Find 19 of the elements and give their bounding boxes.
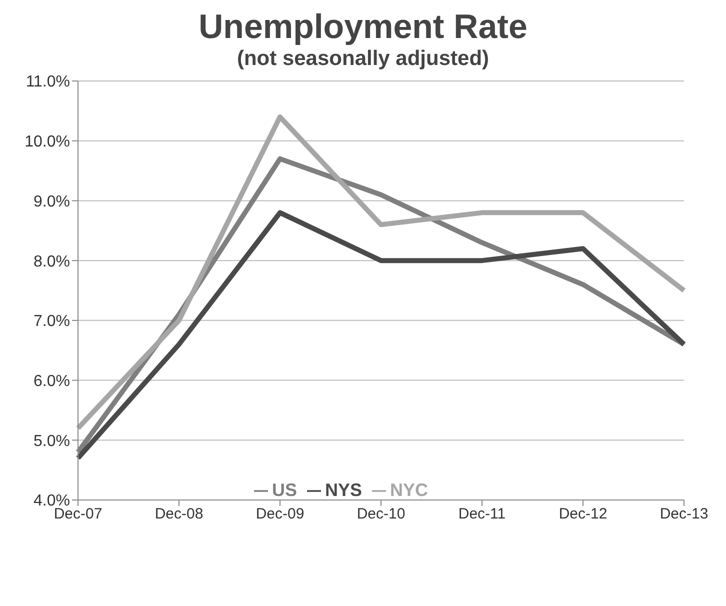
y-tick-label: 10.0% (24, 134, 70, 151)
y-tick-label: 5.0% (34, 432, 70, 450)
legend-label: NYC (390, 480, 428, 500)
chart-subtitle: (not seasonally adjusted) (236, 47, 490, 71)
legend-label: US (272, 480, 297, 500)
x-tick-label: Dec-08 (154, 506, 204, 523)
y-tick-label: 9.0% (34, 193, 70, 210)
x-tick-label: Dec-13 (660, 506, 708, 523)
x-tick-label: Dec-09 (256, 506, 304, 523)
legend-label: NYS (324, 480, 362, 500)
y-tick-label: 6.0% (34, 372, 70, 390)
x-tick-label: Dec-07 (54, 506, 102, 523)
y-tick-label: 8.0% (34, 253, 70, 270)
chart-title: Unemployment Rate (198, 8, 528, 47)
y-tick-label: 7.0% (34, 313, 70, 330)
x-tick-label: Dec-10 (356, 506, 406, 523)
y-tick-label: 11.0% (26, 74, 70, 91)
x-tick-label: Dec-12 (558, 506, 608, 523)
x-tick-label: Dec-11 (458, 506, 506, 523)
